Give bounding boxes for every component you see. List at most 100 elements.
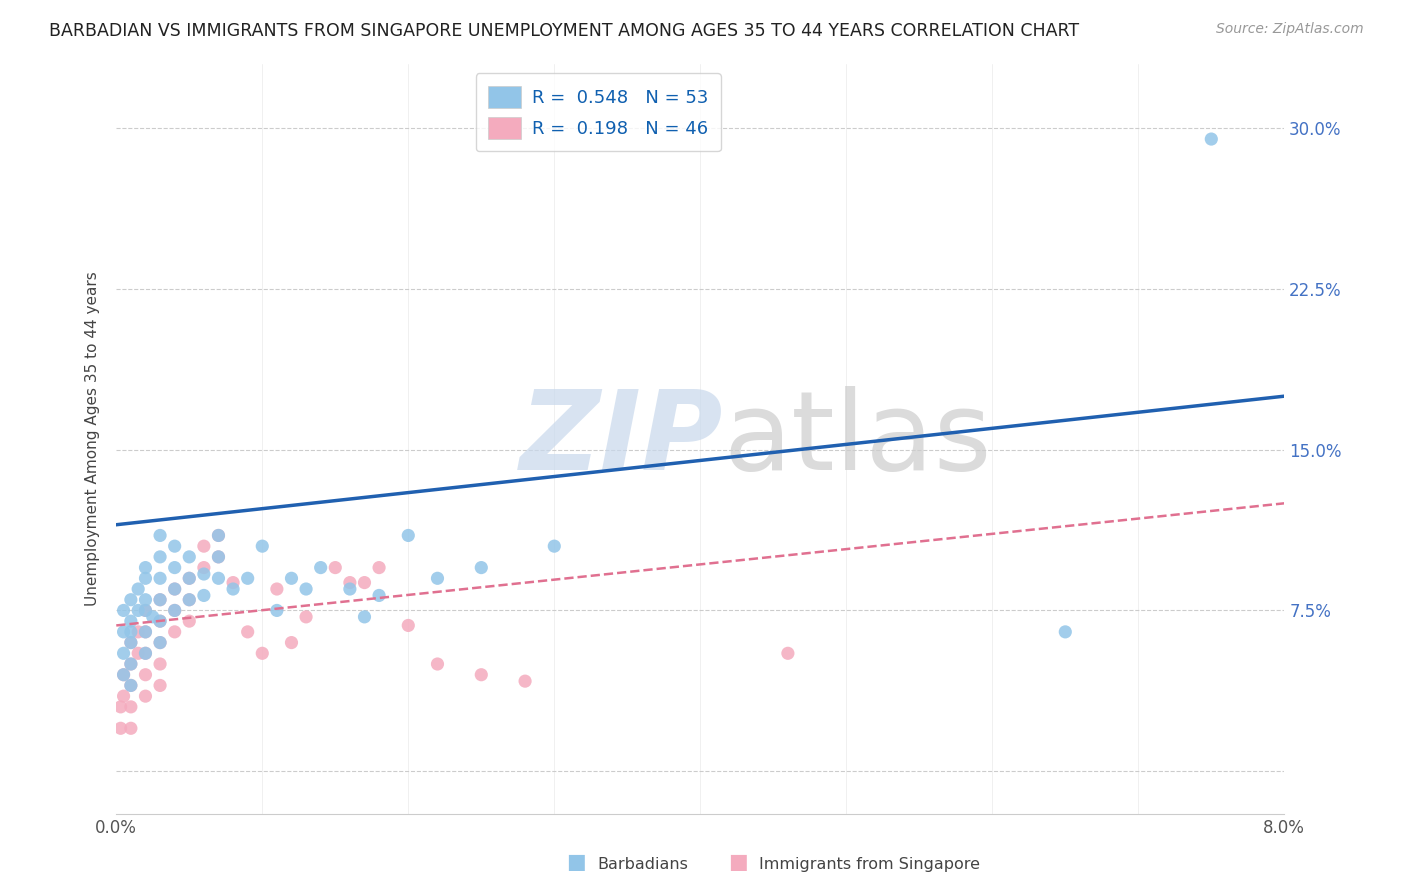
Text: Barbadians: Barbadians	[598, 857, 689, 872]
Point	[179, 592, 201, 607]
Point	[149, 635, 172, 649]
Point	[193, 567, 215, 582]
Point	[179, 571, 201, 585]
Point	[149, 528, 172, 542]
Point	[323, 560, 346, 574]
Point	[120, 699, 142, 714]
Point	[127, 624, 149, 639]
Point	[112, 689, 135, 703]
Point	[426, 657, 449, 671]
Point	[149, 657, 172, 671]
Point	[179, 549, 201, 564]
Point	[112, 624, 135, 639]
Point	[470, 667, 492, 681]
Point	[120, 657, 142, 671]
Point	[309, 560, 332, 574]
Text: ZIP: ZIP	[520, 385, 724, 492]
Point	[149, 614, 172, 628]
Point	[110, 699, 132, 714]
Point	[193, 539, 215, 553]
Point	[396, 618, 419, 632]
Point	[426, 571, 449, 585]
Point	[149, 549, 172, 564]
Point	[353, 610, 375, 624]
Point	[134, 592, 156, 607]
Legend: R =  0.548   N = 53, R =  0.198   N = 46: R = 0.548 N = 53, R = 0.198 N = 46	[475, 73, 721, 152]
Point	[179, 571, 201, 585]
Point	[280, 571, 302, 585]
Point	[112, 603, 135, 617]
Point	[112, 667, 135, 681]
Point	[513, 674, 536, 689]
Point	[127, 582, 149, 596]
Point	[470, 560, 492, 574]
Point	[163, 582, 186, 596]
Point	[134, 571, 156, 585]
Point	[134, 646, 156, 660]
Point	[207, 528, 229, 542]
Point	[134, 667, 156, 681]
Point	[236, 624, 259, 639]
Point	[142, 610, 165, 624]
Point	[252, 646, 274, 660]
Point	[266, 582, 288, 596]
Point	[149, 635, 172, 649]
Point	[179, 614, 201, 628]
Point	[222, 582, 245, 596]
Point	[207, 528, 229, 542]
Point	[179, 592, 201, 607]
Point	[127, 646, 149, 660]
Point	[120, 635, 142, 649]
Point	[110, 721, 132, 735]
Point	[120, 678, 142, 692]
Point	[112, 667, 135, 681]
Point	[193, 589, 215, 603]
Point	[134, 689, 156, 703]
Point	[163, 603, 186, 617]
Point	[120, 624, 142, 639]
Point	[120, 721, 142, 735]
Point	[1201, 132, 1223, 146]
Point	[134, 560, 156, 574]
Text: BARBADIAN VS IMMIGRANTS FROM SINGAPORE UNEMPLOYMENT AMONG AGES 35 TO 44 YEARS CO: BARBADIAN VS IMMIGRANTS FROM SINGAPORE U…	[49, 22, 1080, 40]
Point	[134, 624, 156, 639]
Point	[149, 614, 172, 628]
Point	[266, 603, 288, 617]
Point	[163, 624, 186, 639]
Point	[339, 575, 361, 590]
Point	[134, 603, 156, 617]
Point	[222, 575, 245, 590]
Text: Immigrants from Singapore: Immigrants from Singapore	[759, 857, 980, 872]
Text: Source: ZipAtlas.com: Source: ZipAtlas.com	[1216, 22, 1364, 37]
Point	[339, 582, 361, 596]
Point	[1054, 624, 1077, 639]
Point	[353, 575, 375, 590]
Point	[163, 603, 186, 617]
Point	[163, 560, 186, 574]
Point	[163, 539, 186, 553]
Point	[120, 614, 142, 628]
Point	[207, 571, 229, 585]
Point	[207, 549, 229, 564]
Point	[295, 582, 318, 596]
Point	[134, 603, 156, 617]
Point	[120, 678, 142, 692]
Point	[120, 592, 142, 607]
Point	[776, 646, 799, 660]
Point	[120, 635, 142, 649]
Y-axis label: Unemployment Among Ages 35 to 44 years: Unemployment Among Ages 35 to 44 years	[86, 272, 100, 607]
Point	[127, 603, 149, 617]
Point	[120, 657, 142, 671]
Point	[112, 646, 135, 660]
Point	[295, 610, 318, 624]
Point	[252, 539, 274, 553]
Point	[368, 589, 391, 603]
Point	[396, 528, 419, 542]
Point	[280, 635, 302, 649]
Point	[149, 678, 172, 692]
Point	[149, 592, 172, 607]
Point	[149, 592, 172, 607]
Point	[236, 571, 259, 585]
Point	[163, 582, 186, 596]
Point	[134, 624, 156, 639]
